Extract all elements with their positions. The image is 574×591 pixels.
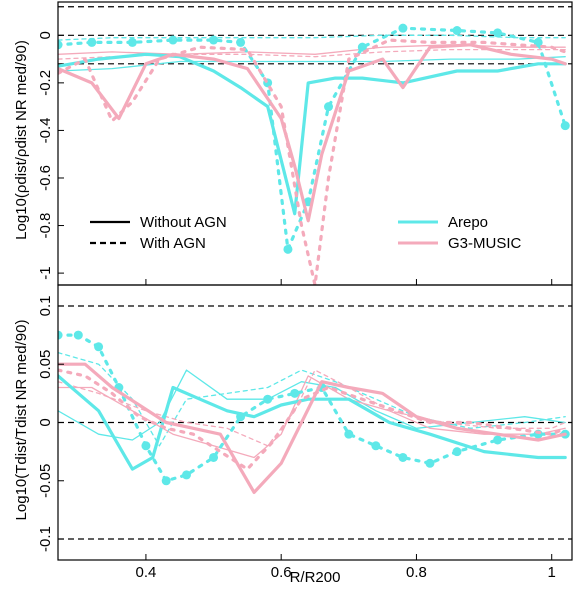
series-line-g3-music-without-agn-thick (58, 362, 567, 494)
series-point-arepo-with-agn (452, 447, 462, 457)
y-tick-label: -0.8 (37, 213, 54, 239)
series-point-arepo-with-agn (324, 102, 334, 112)
x-tick-label: 1 (548, 564, 556, 581)
legend-label-g3-music: G3-MUSIC (448, 235, 522, 252)
series-point-arepo-with-agn (425, 458, 435, 468)
series-point-arepo-with-agn (344, 429, 354, 439)
y-tick-label: -0.6 (37, 165, 54, 191)
series-point-arepo-with-agn (161, 476, 171, 486)
legend-label-with-agn: With AGN (140, 235, 206, 252)
y-tick-label: 0 (37, 418, 54, 426)
y-tick-label: -0.4 (37, 117, 54, 143)
x-tick-label: 0.4 (135, 564, 156, 581)
series-point-arepo-with-agn (290, 388, 300, 398)
series-point-arepo-with-agn (58, 40, 63, 50)
series-point-arepo-with-agn (209, 35, 219, 45)
series-point-arepo-with-agn (398, 23, 408, 33)
top-legend: Without AGN With AGN Arepo G3-MUSIC (90, 214, 522, 252)
series-point-arepo-with-agn (209, 452, 219, 462)
series-line-g3-music-without-agn-thin (58, 375, 566, 459)
series-point-arepo-with-agn (263, 394, 273, 404)
series-line-g3-music-with-agn-thick (58, 38, 567, 285)
series-point-arepo-with-agn (533, 37, 543, 47)
y-tick-label: 0.05 (37, 350, 54, 379)
series-point-arepo-with-agn (236, 37, 246, 47)
series-layer (58, 330, 570, 494)
series-point-arepo-with-agn (94, 342, 104, 352)
series-point-arepo-with-agn (182, 470, 191, 480)
series-point-arepo-with-agn (493, 28, 503, 38)
bottom-y-axis-title: Log10(Tdist/Tdist NR med/90) (13, 320, 30, 521)
series-point-arepo-with-agn (283, 244, 293, 254)
series-point-arepo-with-agn (73, 330, 83, 340)
y-tick-label: -1 (37, 266, 54, 279)
series-point-arepo-with-agn (87, 37, 97, 47)
series-line-arepo-without-agn-thick (58, 374, 567, 471)
legend-label-without-agn: Without AGN (140, 214, 227, 231)
series-line-arepo-without-agn-thin (58, 56, 566, 72)
series-layer (58, 23, 570, 285)
series-point-arepo-with-agn (560, 121, 570, 131)
series-point-arepo-with-agn (127, 37, 137, 47)
x-axis-title: R/R200 (290, 569, 341, 586)
series-point-arepo-with-agn (168, 35, 178, 45)
y-tick-label: -0.1 (37, 526, 54, 552)
x-tick-label: 0.8 (406, 564, 427, 581)
y-tick-label: -0.2 (37, 70, 54, 96)
series-point-arepo-with-agn (236, 412, 246, 422)
series-line-arepo-without-agn-thick (58, 52, 567, 216)
top-panel: 0 -0.2 -0.4 -0.6 -0.8 -1 (37, 1, 573, 286)
series-point-arepo-with-agn (493, 435, 503, 445)
series-line-g3-music-with-agn-thick (58, 368, 567, 471)
top-y-axis-title: Log10(ρdist/ρdist NR med/90) (13, 40, 30, 240)
series-point-arepo-with-agn (371, 441, 381, 451)
bottom-panel: 0.1 0.05 0 -0.05 -0.1 0.4 0.6 0.8 1 (37, 284, 573, 581)
series-point-arepo-with-agn (141, 441, 151, 451)
plot-frame (57, 284, 573, 561)
series-line-arepo-with-agn-thick (58, 333, 567, 483)
y-tick-label: -0.05 (37, 464, 54, 498)
series-point-arepo-with-agn (452, 26, 462, 36)
series-point-arepo-with-agn (58, 330, 63, 340)
series-line-g3-music-with-agn-thin (58, 48, 566, 60)
y-tick-label: 0 (37, 31, 54, 39)
series-line-g3-music-without-agn-thin (58, 44, 566, 55)
legend-label-arepo: Arepo (448, 214, 488, 231)
x-tick-label: 0.6 (271, 564, 292, 581)
y-tick-label: 0.1 (37, 296, 54, 317)
series-line-arepo-with-agn-thin (58, 34, 566, 41)
series-line-g3-music-without-agn-thick (58, 43, 567, 223)
series-point-arepo-with-agn (398, 452, 408, 462)
series-point-arepo-with-agn (357, 42, 367, 52)
